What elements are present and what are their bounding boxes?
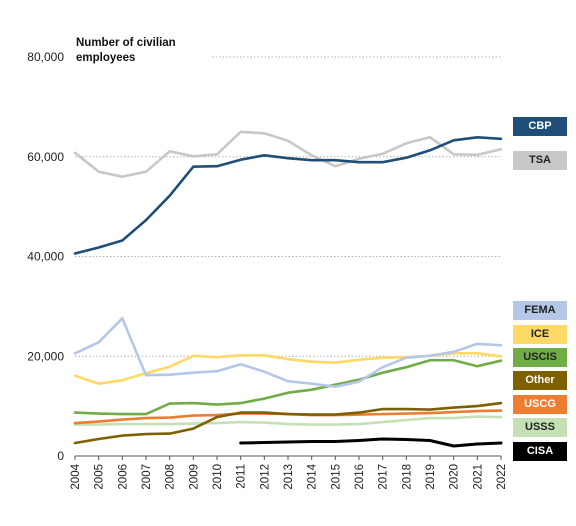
series-lines — [73, 130, 503, 448]
x-tick-label: 2020 — [449, 464, 461, 490]
legend-item-ice: ICE — [513, 324, 567, 344]
x-tick-label: 2014 — [307, 463, 319, 489]
x-tick-label: 2007 — [141, 464, 153, 490]
series-line-fema — [73, 317, 503, 388]
legend-item-other: Other — [513, 370, 567, 390]
x-tick-label: 2022 — [496, 464, 508, 490]
x-tick-label: 2013 — [283, 464, 295, 490]
y-tick-label: 80,000 — [27, 50, 64, 64]
x-tick-label: 2016 — [354, 464, 366, 490]
gridlines — [75, 56, 501, 357]
y-tick-label: 0 — [57, 449, 64, 463]
y-tick-label: 60,000 — [27, 150, 64, 164]
legend-item-usss: USSS — [513, 417, 567, 437]
x-tick-label: 2021 — [472, 464, 484, 490]
legend-item-cisa: CISA — [513, 441, 567, 461]
series-line-uscis — [73, 358, 503, 416]
legend-item-fema: FEMA — [513, 300, 567, 320]
series-line-usss — [73, 415, 503, 426]
x-tick-label: 2005 — [94, 464, 106, 490]
y-axis-title: Number of civilian employees — [76, 37, 176, 64]
y-tick-label: 20,000 — [27, 349, 64, 363]
x-tick-label: 2015 — [330, 464, 342, 490]
x-tick-label: 2017 — [378, 464, 390, 490]
x-tick-label: 2010 — [212, 464, 224, 490]
series-line-cisa — [239, 437, 503, 448]
x-tick-label: 2012 — [259, 464, 271, 490]
x-tick-label: 2018 — [401, 464, 413, 490]
x-tick-label: 2008 — [165, 464, 177, 490]
x-tick-label: 2006 — [117, 464, 129, 490]
series-line-tsa — [73, 130, 503, 178]
series-line-cbp — [73, 136, 503, 255]
legend-item-uscis: USCIS — [513, 347, 567, 367]
y-tick-labels: 0 20,000 40,000 60,000 80,000 — [27, 50, 64, 463]
legend-item-tsa: TSA — [513, 150, 567, 170]
series-line-other — [73, 401, 503, 445]
x-axis — [74, 455, 502, 460]
x-tick-label: 2009 — [188, 464, 200, 490]
y-tick-label: 40,000 — [27, 250, 64, 264]
legend-item-cbp: CBP — [513, 116, 567, 136]
x-tick-label: 2004 — [70, 463, 82, 489]
x-tick-label: 2019 — [425, 464, 437, 490]
legend-item-uscg: USCG — [513, 394, 567, 414]
x-tick-label: 2011 — [236, 464, 248, 489]
x-tick-labels: 2004 2005 2006 2007 2008 2009 2010 2011 2012 2013… — [70, 463, 508, 489]
